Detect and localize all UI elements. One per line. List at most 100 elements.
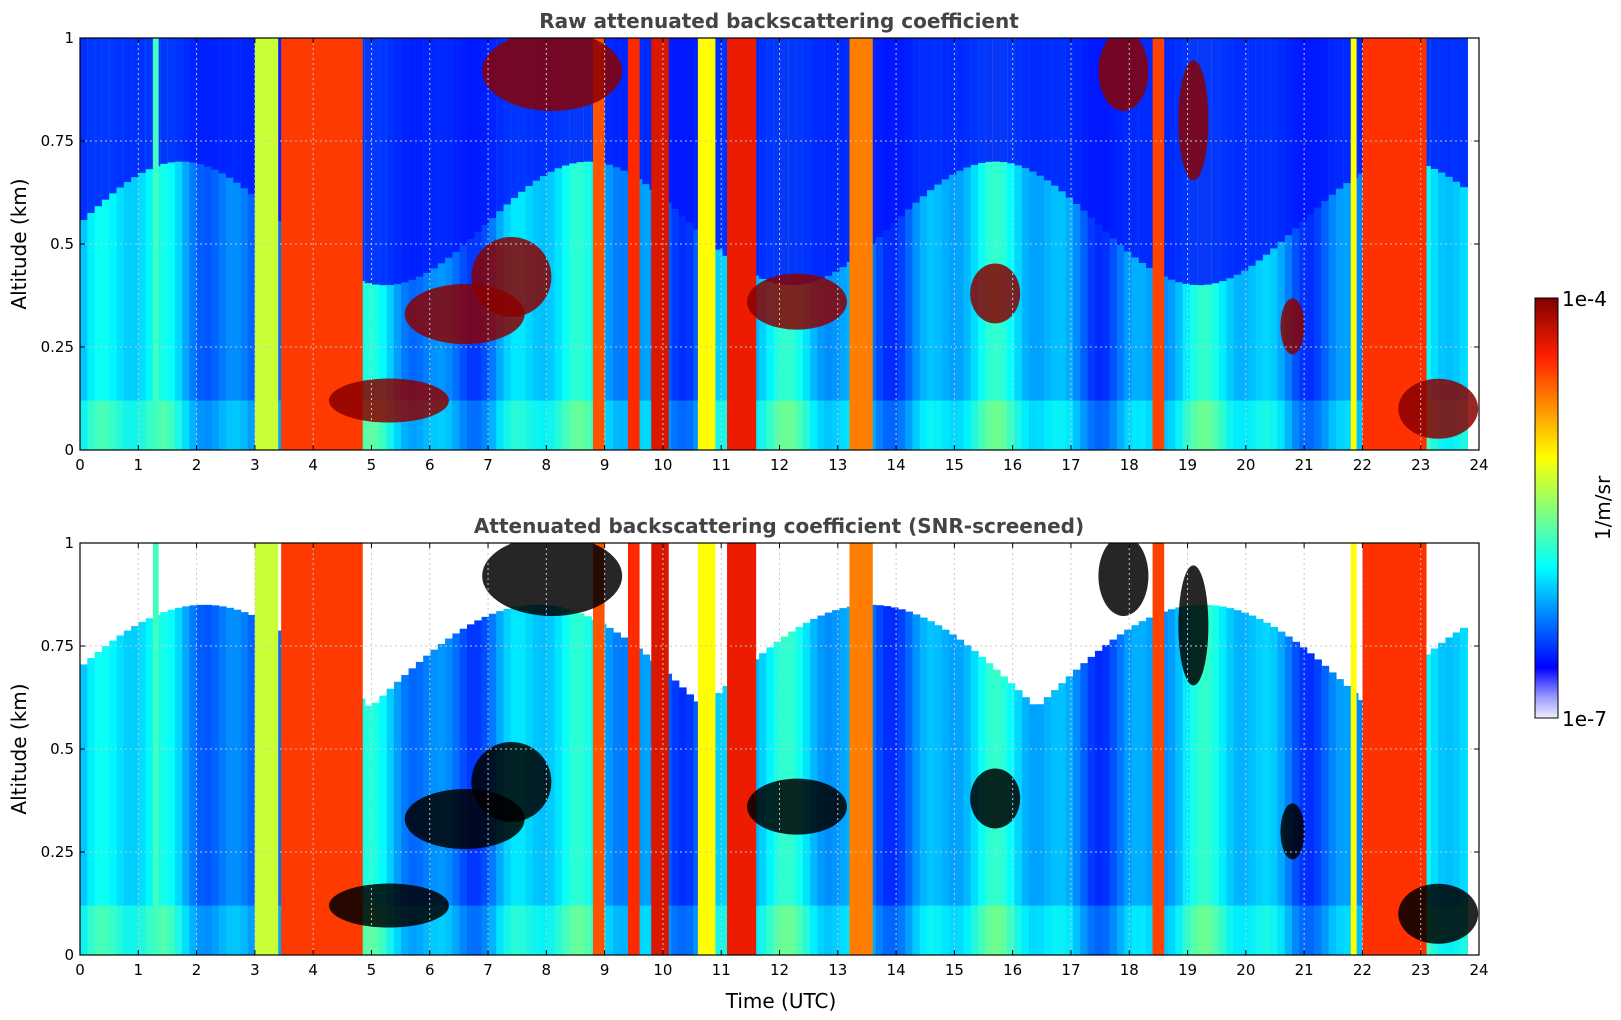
panel-raw: Raw attenuated backscattering coefficien… xyxy=(7,9,1489,474)
signal-column xyxy=(1438,38,1447,450)
x-tick-label: 13 xyxy=(828,456,847,474)
signal-column xyxy=(1299,647,1308,955)
surface-band xyxy=(1321,905,1330,955)
surface-band xyxy=(1029,905,1038,955)
signal-column xyxy=(620,637,629,955)
surface-band xyxy=(532,400,541,450)
signal-column xyxy=(1438,642,1447,955)
signal-column xyxy=(583,616,592,955)
signal-column xyxy=(1080,38,1089,450)
x-tick-label: 24 xyxy=(1469,961,1488,979)
surface-band xyxy=(1080,400,1089,450)
surface-band xyxy=(1343,905,1352,955)
signal-column xyxy=(386,688,395,955)
noise-column xyxy=(620,38,629,171)
surface-band xyxy=(1073,905,1081,955)
surface-band xyxy=(138,400,147,450)
surface-band xyxy=(890,905,899,955)
noise-column xyxy=(1087,38,1096,218)
surface-band xyxy=(437,400,446,450)
noise-column xyxy=(1051,38,1060,186)
signal-column xyxy=(1080,663,1089,955)
signal-column xyxy=(1430,38,1439,450)
surface-band xyxy=(970,400,979,450)
surface-band xyxy=(1175,400,1184,450)
x-tick-label: 16 xyxy=(1003,456,1022,474)
surface-band xyxy=(620,400,629,450)
signal-column xyxy=(1211,605,1220,955)
signal-column xyxy=(956,639,965,955)
noise-column xyxy=(1058,38,1067,192)
noise-column xyxy=(795,38,804,285)
plot-area-screened xyxy=(80,543,1479,955)
noise-column xyxy=(131,38,140,178)
noise-column xyxy=(686,38,694,223)
y-tick-label: 0.5 xyxy=(50,235,74,253)
x-axis-label: Time (UTC) xyxy=(725,989,837,1013)
surface-band xyxy=(561,400,570,450)
surface-band xyxy=(123,905,132,955)
surface-band xyxy=(810,400,819,450)
signal-column xyxy=(160,38,169,450)
noise-column xyxy=(80,38,88,220)
surface-band xyxy=(109,905,118,955)
noise-column xyxy=(1445,38,1454,177)
signal-column xyxy=(204,604,213,955)
surface-band xyxy=(992,400,1001,450)
surface-band xyxy=(934,905,943,955)
noise-column xyxy=(240,38,249,189)
surface-band xyxy=(145,400,154,450)
signal-column xyxy=(1343,38,1352,450)
surface-band xyxy=(1080,905,1089,955)
noise-column xyxy=(963,38,972,168)
surface-band xyxy=(992,905,1001,955)
noise-column xyxy=(1204,38,1213,285)
signal-column xyxy=(1314,659,1322,955)
noise-column xyxy=(817,38,826,280)
colorbar-min-label: 1e-7 xyxy=(1562,707,1607,731)
surface-band xyxy=(1204,400,1213,450)
surface-band xyxy=(1065,905,1074,955)
x-tick-label: 11 xyxy=(712,456,731,474)
surface-band xyxy=(788,905,797,955)
noise-column xyxy=(970,38,979,165)
signal-column xyxy=(204,38,213,450)
surface-band xyxy=(824,400,833,450)
surface-band xyxy=(1226,400,1235,450)
surface-band xyxy=(379,905,388,955)
noise-column xyxy=(1029,38,1038,172)
noise-column xyxy=(401,38,410,283)
x-tick-label: 8 xyxy=(542,456,552,474)
surface-band xyxy=(437,905,446,955)
noise-column xyxy=(934,38,943,185)
surface-band xyxy=(408,905,417,955)
surface-band xyxy=(1255,905,1264,955)
signal-column xyxy=(1146,617,1154,955)
noise-column xyxy=(1021,38,1030,169)
surface-band xyxy=(1211,400,1220,450)
surface-band xyxy=(94,400,103,450)
surface-band xyxy=(277,905,286,955)
surface-band xyxy=(875,400,884,450)
x-tick-label: 23 xyxy=(1411,961,1430,979)
surface-band xyxy=(401,905,410,955)
signal-column xyxy=(233,609,242,955)
x-tick-label: 4 xyxy=(308,961,318,979)
surface-band xyxy=(182,400,191,450)
x-tick-label: 3 xyxy=(250,456,260,474)
x-tick-label: 18 xyxy=(1120,961,1139,979)
signal-column xyxy=(1430,648,1439,955)
surface-band xyxy=(1357,400,1366,450)
signal-column xyxy=(1299,38,1308,450)
surface-band xyxy=(277,400,286,450)
surface-band xyxy=(1277,400,1286,450)
signal-column xyxy=(890,38,899,450)
noise-column xyxy=(715,38,724,250)
surface-band xyxy=(226,400,234,450)
signal-column xyxy=(554,606,563,955)
surface-band xyxy=(817,905,826,955)
signal-column xyxy=(218,606,227,955)
noise-column xyxy=(780,38,789,285)
noise-column xyxy=(1240,38,1249,271)
surface-band xyxy=(897,905,906,955)
